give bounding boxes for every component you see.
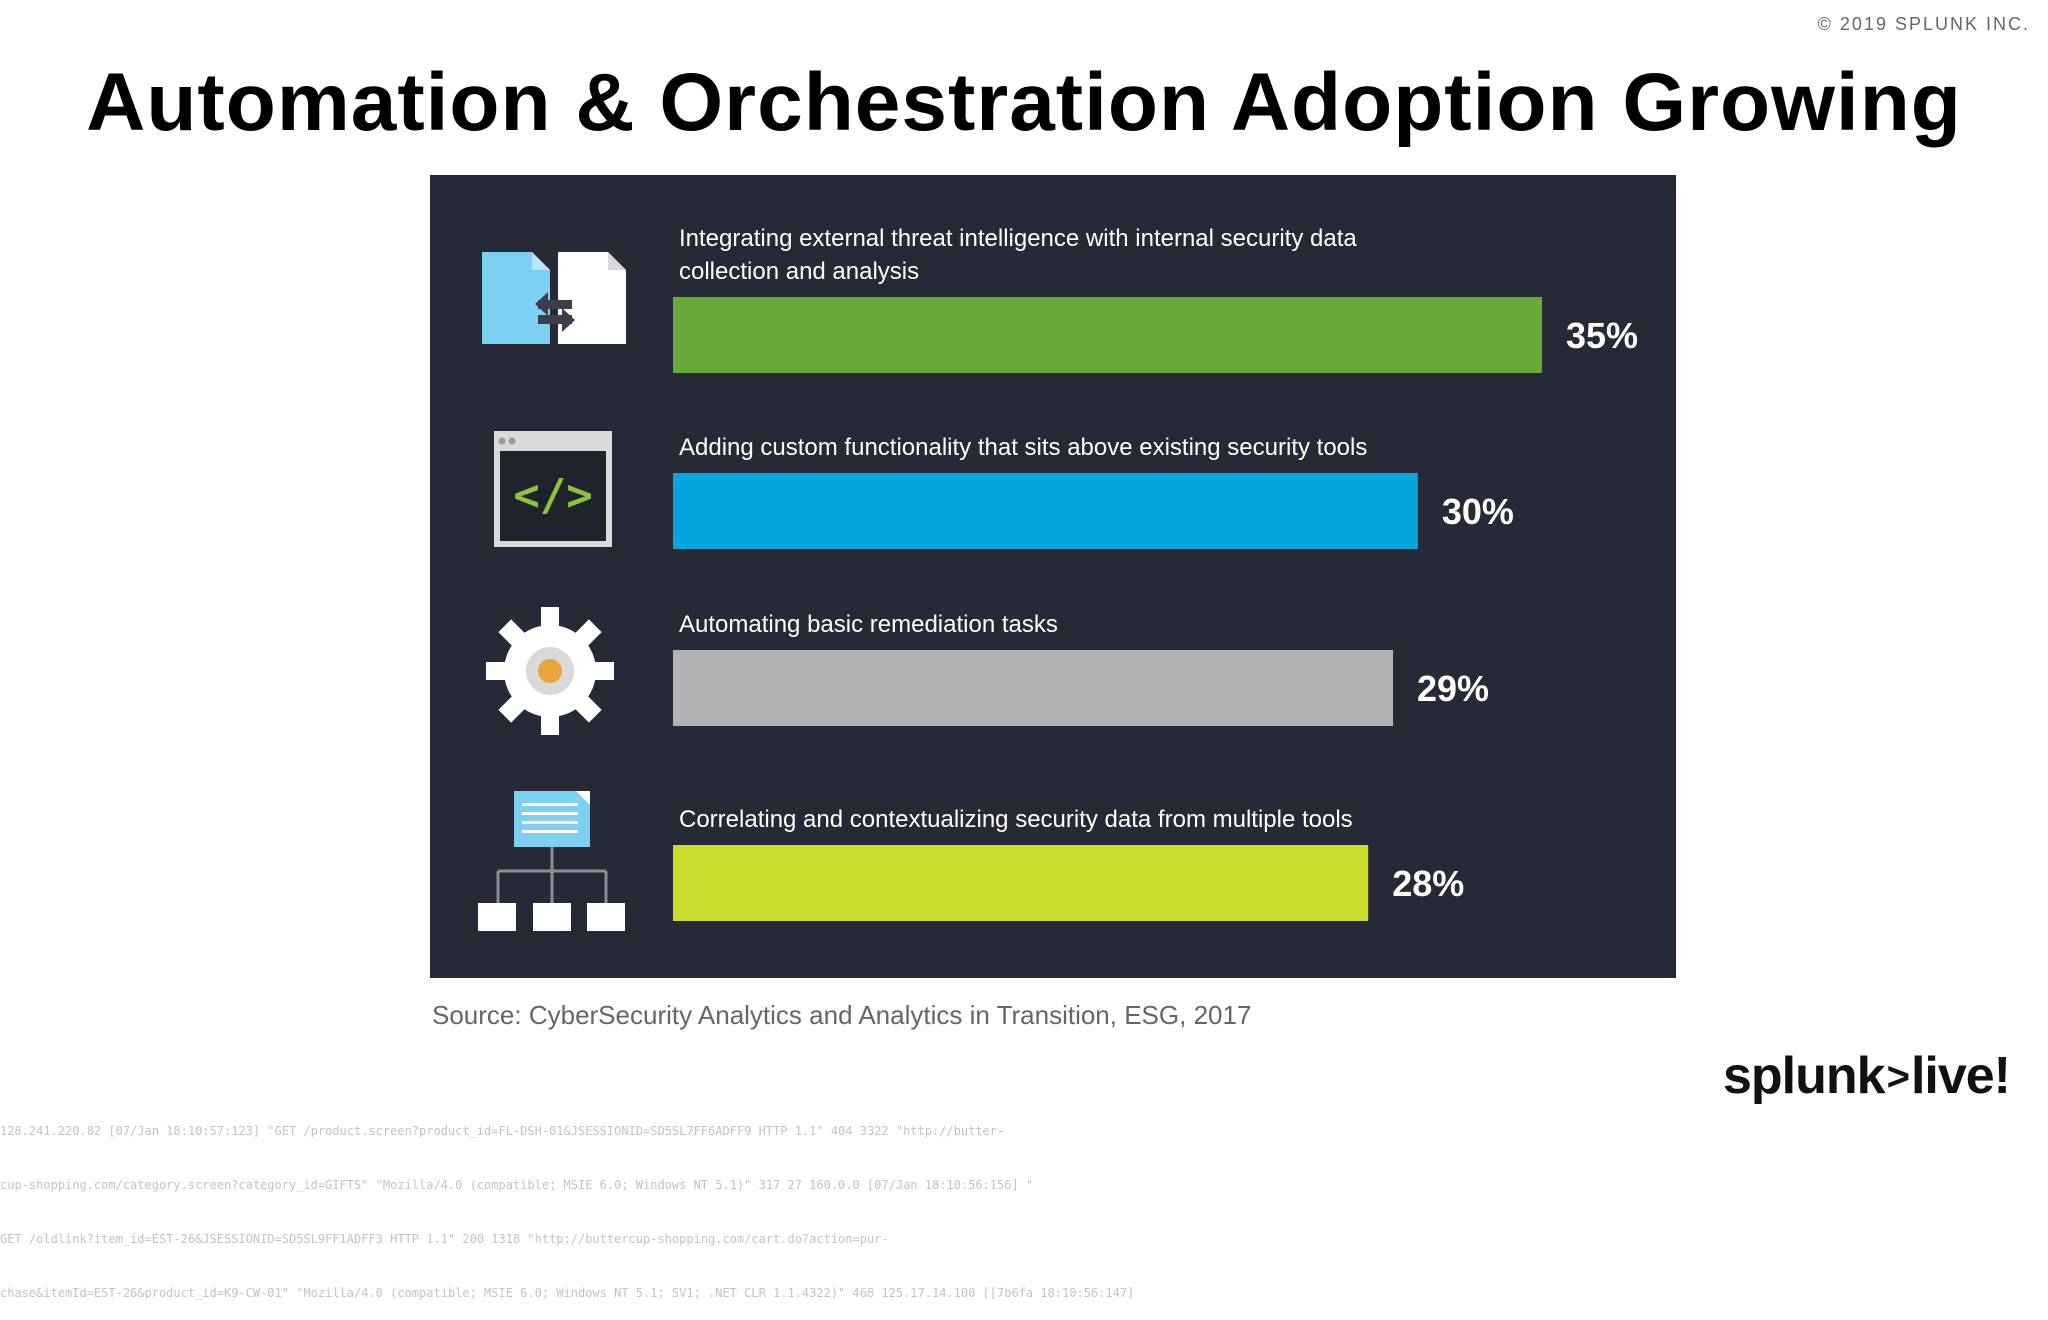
hierarchy-icon [478, 791, 625, 931]
bar [673, 650, 1394, 726]
category-label: Automating basic remediation tasks [679, 611, 1058, 638]
bar [673, 473, 1418, 549]
chart-panel: Integrating external threat intelligence… [430, 175, 1676, 978]
gear-icon [486, 607, 614, 735]
bar [673, 297, 1542, 373]
splunk-live-logo: splunk>live! [1723, 1046, 2011, 1106]
value-label: 35% [1566, 315, 1638, 356]
source-note: Source: CyberSecurity Analytics and Anal… [432, 1000, 1252, 1030]
log-line: GET /oldlink?item_id=EST-26&JSESSIONID=S… [0, 1232, 889, 1246]
log-watermark: 128.241.220.82 [07/Jan 18:10:57:123] "GE… [0, 1086, 1134, 1320]
category-label: Correlating and contextualizing security… [679, 806, 1353, 833]
document-exchange-icon [482, 252, 626, 344]
copyright-notice: © 2019 SPLUNK INC. [1817, 14, 2030, 34]
logo-text-right: live! [1910, 1047, 2011, 1105]
slide-title: Automation & Orchestration Adoption Grow… [86, 57, 1962, 148]
svg-text:</>: </> [513, 470, 592, 521]
category-label: Adding custom functionality that sits ab… [679, 434, 1367, 461]
category-label: Integrating external threat intelligence… [679, 225, 1357, 285]
log-line: 128.241.220.82 [07/Jan 18:10:57:123] "GE… [0, 1124, 1005, 1138]
logo-text-left: splunk [1723, 1047, 1886, 1105]
log-line: chase&itemId=EST-26&product_id=K9-CW-01"… [0, 1286, 1135, 1300]
logo-chevron: > [1886, 1055, 1910, 1099]
value-label: 29% [1417, 668, 1489, 709]
bar [673, 845, 1369, 921]
log-line: cup-shopping.com/category.screen?categor… [0, 1178, 1034, 1192]
value-label: 30% [1442, 491, 1514, 532]
value-label: 28% [1392, 863, 1464, 904]
bar-chart: Integrating external threat intelligence… [673, 225, 1638, 921]
code-window-icon: </> [494, 431, 612, 547]
